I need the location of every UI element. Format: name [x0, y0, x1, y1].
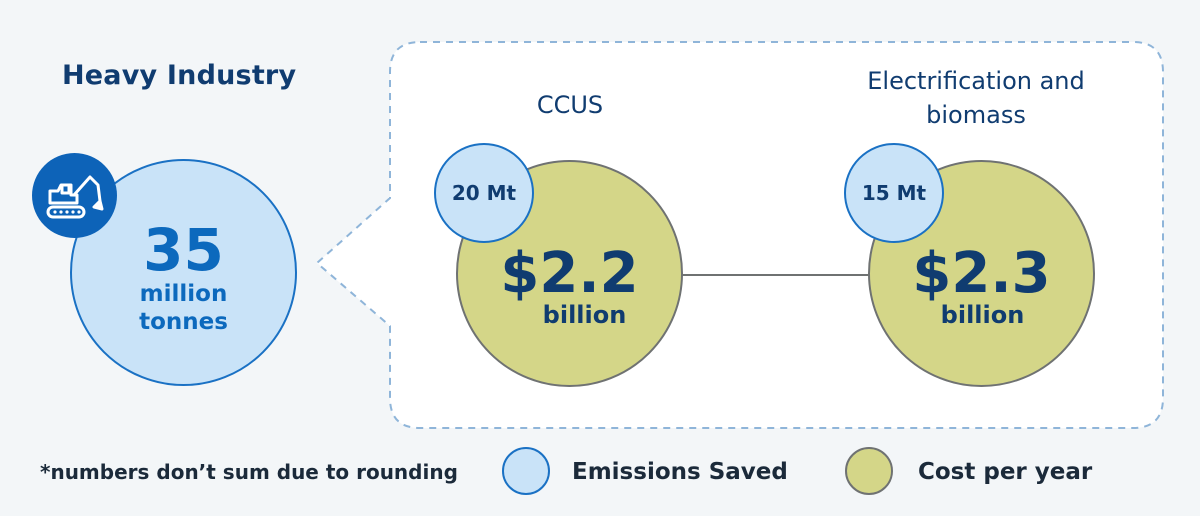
emissions-badge-ccus: 20 Mt	[434, 143, 534, 243]
cost-circle-ccus: $2.2 billion	[456, 160, 683, 387]
connector-line	[680, 274, 872, 276]
emissions-value: 20 Mt	[451, 181, 517, 205]
emissions-value: 15 Mt	[861, 181, 927, 205]
option-label-line1: Electrification and	[867, 67, 1085, 95]
footnote: *numbers don’t sum due to rounding	[40, 460, 458, 484]
option-label-electrification: Electrification and biomass	[826, 64, 1126, 132]
option-label-ccus: CCUS	[470, 88, 670, 122]
legend-emissions-label: Emissions Saved	[572, 459, 788, 485]
legend-cost-swatch	[845, 447, 893, 495]
option-label-line2: biomass	[926, 101, 1026, 129]
total-emissions-unit-line2: tonnes	[139, 308, 228, 335]
cost-value: $2.2	[500, 240, 639, 306]
total-emissions-unit-line1: million	[139, 280, 228, 307]
cost-unit: billion	[542, 300, 627, 329]
emissions-badge-electrification: 15 Mt	[844, 143, 944, 243]
total-emissions-value: 35	[143, 215, 224, 284]
excavator-icon	[32, 153, 117, 238]
legend-emissions-swatch	[502, 447, 550, 495]
cost-unit: billion	[940, 300, 1025, 329]
sector-title: Heavy Industry	[62, 60, 297, 91]
legend-cost-label: Cost per year	[918, 459, 1093, 485]
option-label-line1: CCUS	[536, 91, 604, 119]
cost-value: $2.3	[912, 240, 1051, 306]
